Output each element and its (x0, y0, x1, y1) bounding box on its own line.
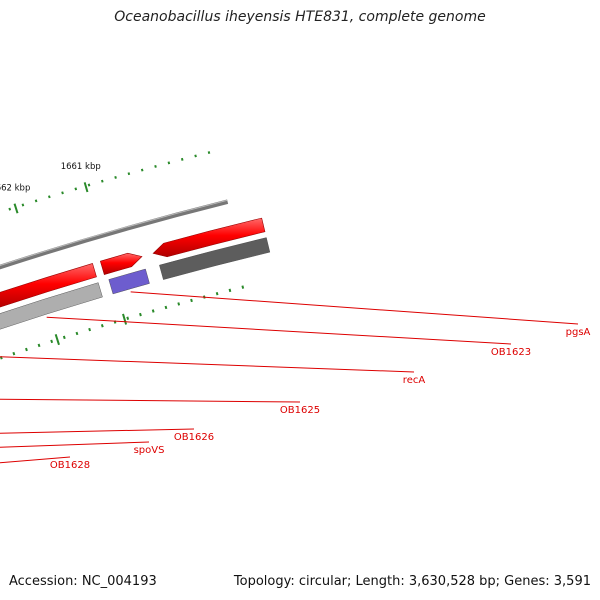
scale-dot (207, 151, 211, 155)
inner-dot (25, 347, 28, 352)
product-band-pgsA (108, 268, 150, 295)
inner-dot (164, 305, 168, 310)
label-leader (0, 441, 150, 448)
label-leader (0, 356, 415, 373)
gene-label: spoVS (134, 445, 165, 456)
inner-dot (177, 302, 181, 306)
inner-major-tick (122, 313, 128, 325)
scale-dot (47, 195, 51, 199)
major-tick (83, 182, 89, 193)
scale-dot (34, 199, 38, 203)
gene-label: OB1628 (50, 460, 90, 471)
genome-backbone (0, 199, 229, 270)
gene-labels: OB1628 spoVS OB1626 OB1625 recA OB1623 pgsA (0, 291, 591, 471)
scale-dot (74, 187, 78, 191)
genome-summary: Topology: circular; Length: 3,630,528 bp… (233, 574, 591, 589)
backbone-ring (0, 199, 229, 270)
inner-dot (228, 288, 232, 293)
scale-dot (167, 161, 171, 165)
inner-dot (12, 351, 16, 356)
inner-dot (88, 327, 92, 332)
gene-OB1623 (0, 263, 97, 308)
inner-dot (139, 312, 142, 317)
inner-tick-ring (0, 285, 245, 360)
product-band-partial (159, 237, 271, 280)
inner-dot (62, 335, 66, 340)
scale-dot (154, 164, 157, 168)
scale-dot (140, 168, 144, 172)
inner-dot (190, 298, 193, 303)
kbp-label: 1662 kbp (0, 183, 30, 193)
gene-label: OB1623 (491, 347, 531, 358)
inner-dot (215, 291, 219, 296)
label-leader (130, 291, 579, 325)
scale-dot (8, 207, 12, 211)
accession-label: Accession: NC_004193 (9, 574, 157, 589)
inner-dot (50, 339, 54, 344)
inner-dot (126, 316, 130, 320)
gene-label: pgsA (566, 327, 591, 338)
kbp-label: 1661 kbp (61, 162, 101, 172)
kbp-scale: 1661 kbp1662 kbp1663 kbp1664 kbp1665 kbp… (0, 151, 211, 214)
scale-dot (114, 175, 117, 179)
label-leader (46, 316, 512, 345)
inner-dot (100, 324, 104, 328)
scale-dot (21, 203, 25, 207)
gene-label: recA (403, 375, 426, 386)
scale-dot (194, 154, 197, 158)
major-tick (13, 203, 19, 214)
scale-dot (61, 191, 64, 195)
scale-dot (180, 157, 184, 161)
inner-dot (151, 309, 155, 313)
label-leader (0, 398, 301, 403)
scale-dot (87, 183, 91, 187)
scale-dot (127, 172, 131, 176)
label-leader (0, 428, 195, 434)
product-band-OB1623 (0, 282, 103, 330)
gene-label: OB1625 (280, 405, 320, 416)
scale-dot (100, 179, 104, 183)
inner-dot (75, 331, 79, 336)
inner-major-tick (54, 334, 60, 346)
gene-pgsA (99, 252, 143, 275)
inner-dot (37, 343, 41, 348)
gene-partial (152, 217, 266, 258)
backbone-highlight (0, 199, 228, 267)
gene-label: OB1626 (174, 432, 214, 443)
map-title: Oceanobacillus iheyensis HTE831, complet… (114, 9, 486, 25)
inner-dot (241, 285, 245, 289)
gene-track (0, 217, 271, 330)
